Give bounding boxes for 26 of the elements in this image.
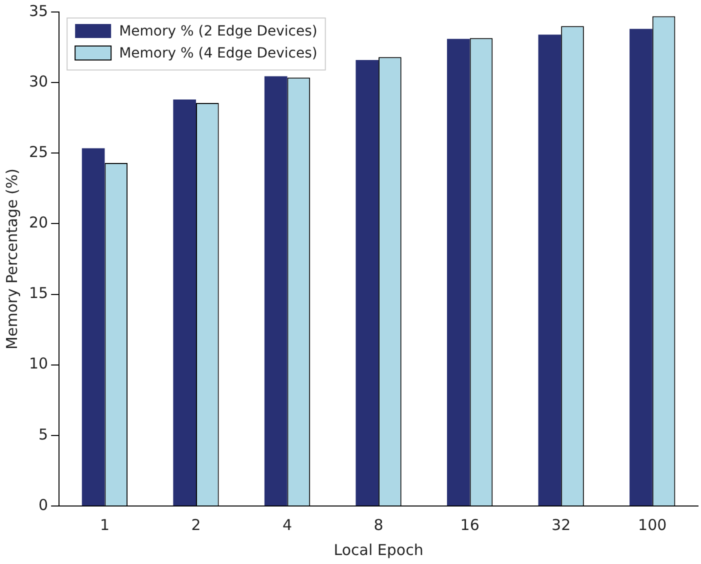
y-tick-label: 5 <box>38 425 48 444</box>
y-axis-title: Memory Percentage (%) <box>2 168 21 350</box>
bar <box>173 100 196 506</box>
x-tick-label: 16 <box>460 516 480 534</box>
y-tick-label: 25 <box>28 143 48 162</box>
legend-label: Memory % (2 Edge Devices) <box>119 24 318 40</box>
x-tick-label: 4 <box>282 516 292 534</box>
x-tick-label: 1 <box>100 516 110 534</box>
x-tick-label: 100 <box>638 516 667 534</box>
bar <box>82 148 105 506</box>
bar <box>356 60 379 506</box>
legend-label: Memory % (4 Edge Devices) <box>119 46 318 62</box>
y-tick-label: 10 <box>28 354 48 373</box>
x-tick-label: 32 <box>552 516 571 534</box>
bar <box>447 38 470 506</box>
bar <box>538 34 562 506</box>
y-tick-label: 15 <box>28 284 48 302</box>
y-tick-label: 30 <box>28 72 48 90</box>
x-tick-label: 8 <box>374 516 384 534</box>
y-tick-label: 0 <box>38 496 48 514</box>
bar <box>630 28 652 506</box>
y-tick-label: 35 <box>28 2 48 20</box>
x-axis-title: Local Epoch <box>334 540 424 559</box>
x-tick-label: 2 <box>191 516 201 534</box>
bar <box>264 76 288 506</box>
y-tick-label: 20 <box>28 214 48 232</box>
